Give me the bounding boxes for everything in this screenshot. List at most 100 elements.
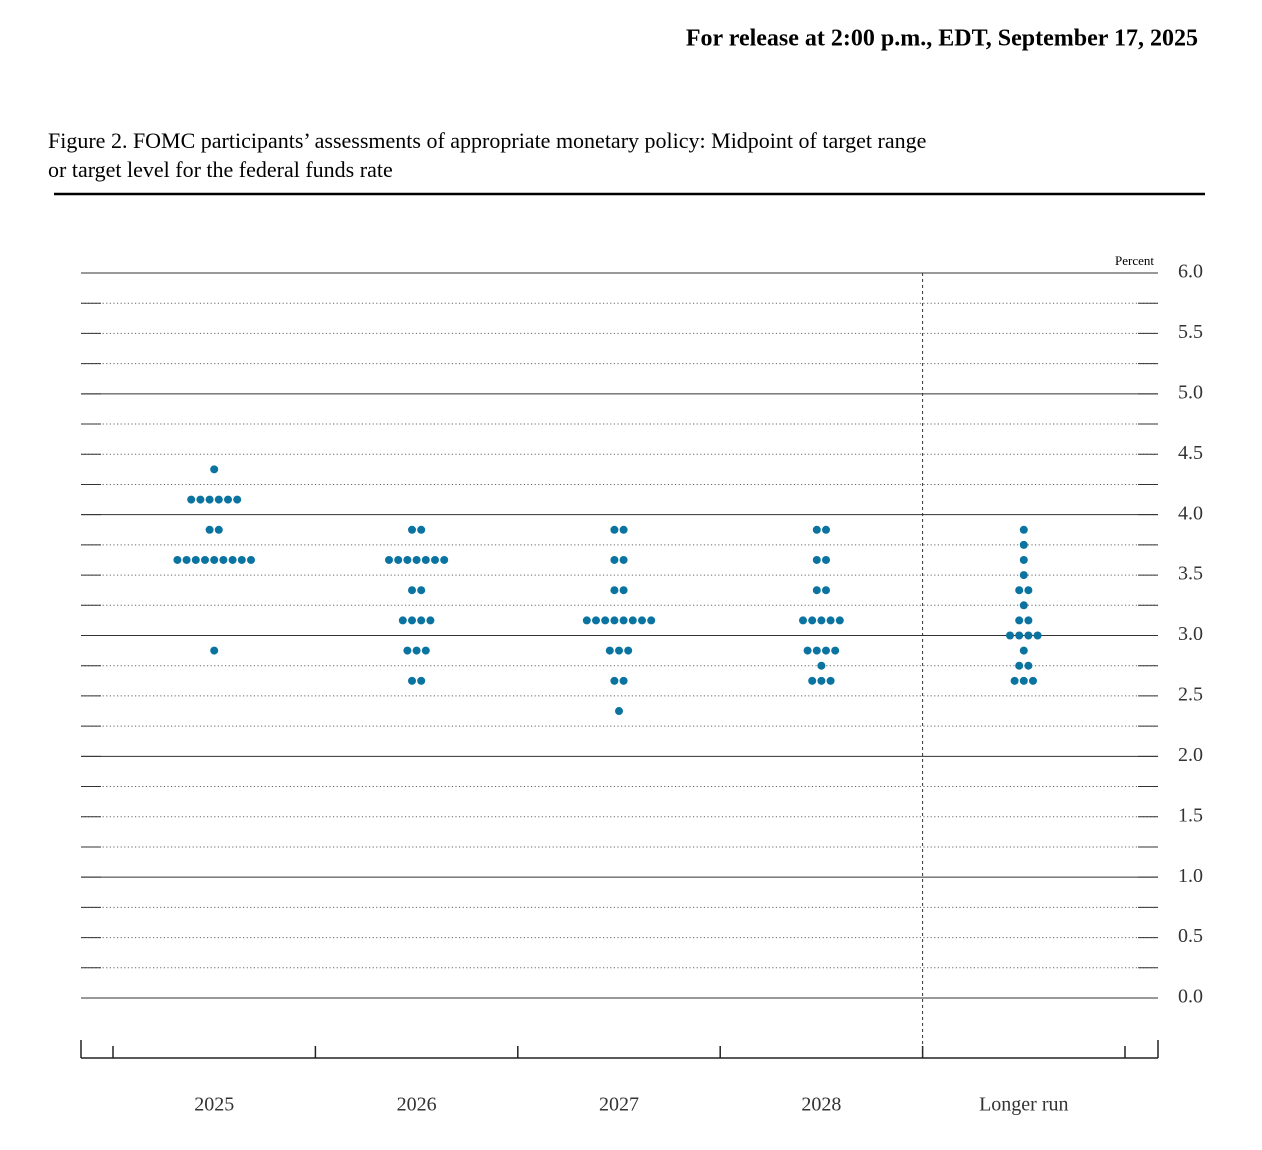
dot xyxy=(619,555,628,564)
dot xyxy=(210,646,219,655)
dot xyxy=(822,646,830,655)
dot xyxy=(247,555,255,564)
y-tick-label: 4.0 xyxy=(1178,502,1203,524)
dot xyxy=(182,555,191,564)
dot xyxy=(426,616,435,625)
x-tick-label: Longer run xyxy=(979,1094,1068,1116)
dot xyxy=(817,661,826,670)
dot xyxy=(619,586,628,595)
x-tick-label: 2025 xyxy=(194,1094,234,1116)
dot xyxy=(835,616,844,625)
dot xyxy=(431,555,439,564)
dot xyxy=(385,555,393,564)
dot xyxy=(205,525,214,534)
dot xyxy=(638,616,646,625)
dot xyxy=(403,646,412,655)
y-tick-label: 6.0 xyxy=(1178,261,1203,283)
dot xyxy=(417,586,426,595)
dot xyxy=(647,616,656,625)
dot xyxy=(799,616,807,625)
dot xyxy=(1033,631,1042,640)
dot xyxy=(610,586,619,595)
dot xyxy=(582,616,591,625)
chart-title: Figure 2. FOMC participants’ assessments… xyxy=(48,128,926,153)
dot xyxy=(1024,631,1033,640)
dot xyxy=(628,616,637,625)
dot xyxy=(610,555,619,564)
dot xyxy=(417,525,426,534)
dot xyxy=(615,707,623,716)
dot xyxy=(1019,601,1028,610)
dot xyxy=(1019,646,1028,655)
dot xyxy=(615,646,623,655)
x-tick-label: 2027 xyxy=(599,1094,639,1116)
dot xyxy=(812,555,821,564)
dot xyxy=(1024,661,1033,670)
dot xyxy=(417,676,426,685)
dot xyxy=(619,616,628,625)
dot xyxy=(210,465,219,474)
dot xyxy=(601,616,610,625)
dot xyxy=(173,555,182,564)
dot xyxy=(803,646,812,655)
dot xyxy=(210,555,219,564)
dot xyxy=(1015,616,1024,625)
dot xyxy=(201,555,209,564)
dot xyxy=(1019,525,1028,534)
dot xyxy=(412,555,421,564)
x-tick-label: 2026 xyxy=(397,1094,437,1116)
dot xyxy=(233,495,242,504)
dot xyxy=(1024,586,1033,595)
dot xyxy=(624,646,633,655)
dot xyxy=(228,555,237,564)
dot xyxy=(831,646,840,655)
dot xyxy=(592,616,600,625)
dot xyxy=(812,586,821,595)
dot xyxy=(219,555,228,564)
dot xyxy=(187,495,196,504)
dot xyxy=(421,646,430,655)
dot xyxy=(610,616,619,625)
release-note: For release at 2:00 p.m., EDT, September… xyxy=(686,26,1198,52)
dot xyxy=(605,646,614,655)
y-tick-label: 0.5 xyxy=(1178,925,1203,947)
dot xyxy=(619,676,628,685)
dot xyxy=(1015,661,1024,670)
dot xyxy=(1019,676,1028,685)
dot xyxy=(412,646,421,655)
dot xyxy=(421,555,430,564)
dot xyxy=(822,555,830,564)
x-tick-label: 2028 xyxy=(801,1094,841,1116)
dot xyxy=(826,676,835,685)
dot xyxy=(817,676,826,685)
dot xyxy=(417,616,426,625)
dot xyxy=(408,676,416,685)
dot xyxy=(812,525,821,534)
dot xyxy=(440,555,449,564)
y-tick-label: 1.0 xyxy=(1178,865,1203,887)
y-tick-label: 0.0 xyxy=(1178,986,1203,1008)
dot xyxy=(1019,540,1028,549)
dot xyxy=(822,586,830,595)
y-tick-label: 5.0 xyxy=(1178,381,1203,403)
dot xyxy=(1010,676,1019,685)
dot xyxy=(224,495,232,504)
y-tick-label: 3.0 xyxy=(1178,623,1203,645)
dot xyxy=(812,646,821,655)
dot xyxy=(1029,676,1037,685)
y-tick-label: 2.5 xyxy=(1178,684,1203,706)
dot xyxy=(191,555,200,564)
dot xyxy=(1019,555,1028,564)
dot xyxy=(808,676,817,685)
chart-title: or target level for the federal funds ra… xyxy=(48,157,393,182)
dot xyxy=(808,616,817,625)
y-tick-label: 2.0 xyxy=(1178,744,1203,766)
dot xyxy=(214,525,223,534)
dot xyxy=(1024,616,1033,625)
y-tick-label: 3.5 xyxy=(1178,563,1203,585)
dot xyxy=(826,616,835,625)
dot xyxy=(394,555,403,564)
dot xyxy=(1015,586,1024,595)
dot xyxy=(619,525,628,534)
dot xyxy=(214,495,223,504)
